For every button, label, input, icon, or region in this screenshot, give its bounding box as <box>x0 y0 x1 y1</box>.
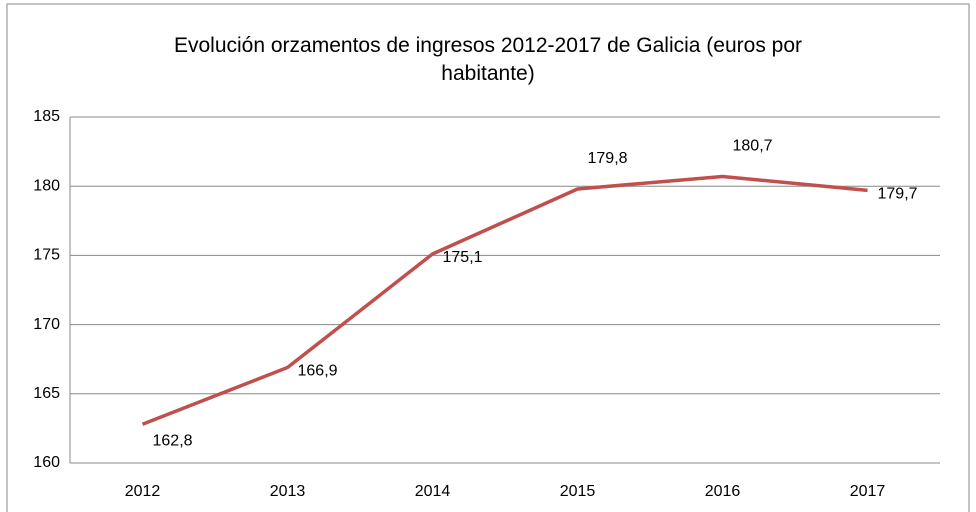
y-tick-label: 165 <box>33 385 60 402</box>
x-tick-label: 2017 <box>850 483 886 500</box>
data-label: 180,7 <box>733 138 773 155</box>
data-label: 179,7 <box>878 186 918 203</box>
x-tick-label: 2014 <box>415 483 451 500</box>
data-label: 179,8 <box>588 150 628 167</box>
x-tick-label: 2015 <box>560 483 596 500</box>
y-tick-label: 180 <box>33 177 60 194</box>
x-tick-label: 2016 <box>705 483 741 500</box>
y-tick-label: 160 <box>33 454 60 471</box>
data-label: 166,9 <box>298 363 338 380</box>
chart-border <box>6 3 970 512</box>
data-label: 175,1 <box>443 249 483 266</box>
y-tick-label: 175 <box>33 247 60 264</box>
y-tick-label: 185 <box>33 108 60 125</box>
x-tick-label: 2013 <box>270 483 306 500</box>
y-tick-label: 170 <box>33 316 60 333</box>
chart-title: Evolución orzamentos de ingresos 2012-20… <box>173 34 803 85</box>
data-label: 162,8 <box>153 432 193 449</box>
line <box>141 174 868 426</box>
x-tick-label: 2012 <box>125 483 161 500</box>
